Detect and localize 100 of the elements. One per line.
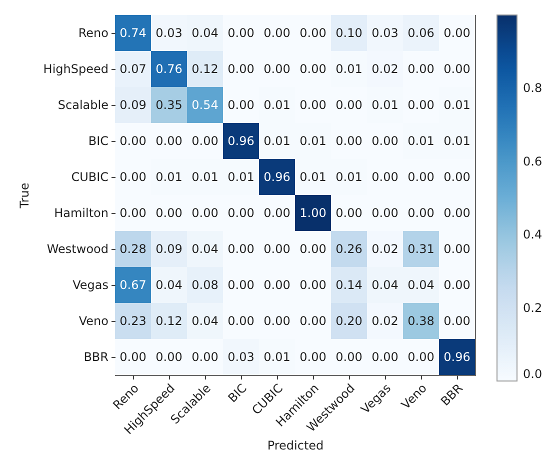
data-label: 0.54 [192,98,218,112]
data-label: 0.00 [300,242,326,256]
y-tick-label: HighSpeed [43,62,108,76]
data-label: 0.01 [192,170,218,184]
data-label: 0.00 [300,98,326,112]
x-axis-title: Predicted [267,438,324,452]
data-label: 0.00 [264,62,290,76]
data-label: 0.04 [156,278,182,292]
data-label: 0.00 [300,26,326,40]
data-label: 0.03 [228,350,254,364]
data-label: 0.00 [444,314,470,328]
data-label: 0.07 [120,62,146,76]
y-tick-label: CUBIC [71,170,108,184]
color-bar-label: 0.6 [523,154,542,168]
data-label: 0.09 [120,98,146,112]
data-label: 0.04 [408,278,434,292]
data-label: 0.00 [228,98,254,112]
data-label: 0.03 [372,26,398,40]
y-tick-label: Veno [78,314,108,328]
data-label: 0.00 [156,206,182,220]
data-label: 0.96 [444,350,470,364]
y-tick-label: Westwood [46,242,108,256]
y-tick-label: BIC [88,134,108,148]
data-label: 0.04 [192,314,218,328]
data-label: 0.08 [192,278,218,292]
data-label: 0.04 [192,242,218,256]
data-label: 0.00 [264,278,290,292]
data-label: 0.00 [336,98,362,112]
data-label: 0.00 [192,350,218,364]
data-label: 0.00 [444,170,470,184]
data-label: 0.26 [336,242,362,256]
y-tick-label: Hamilton [54,206,108,220]
data-label: 0.00 [300,62,326,76]
data-label: 0.01 [444,98,470,112]
data-label: 0.96 [228,134,254,148]
data-label: 0.02 [372,242,398,256]
data-label: 0.09 [156,242,182,256]
data-label: 0.00 [408,206,434,220]
data-label: 0.00 [264,242,290,256]
data-label: 0.00 [120,350,146,364]
data-label: 0.00 [444,26,470,40]
data-label: 0.01 [336,62,362,76]
data-label: 0.00 [120,206,146,220]
data-label: 0.01 [264,350,290,364]
data-label: 0.01 [336,170,362,184]
color-bar-label: 0.0 [523,367,542,381]
data-label: 0.00 [300,278,326,292]
data-label: 0.06 [408,26,434,40]
data-label: 0.96 [264,170,290,184]
data-label: 0.00 [264,314,290,328]
data-label: 0.00 [336,134,362,148]
data-label: 0.76 [156,62,182,76]
data-label: 0.01 [372,98,398,112]
data-label: 0.01 [300,134,326,148]
data-label: 0.00 [264,26,290,40]
data-label: 1.00 [300,206,326,220]
data-label: 0.12 [156,314,182,328]
data-label: 0.01 [264,134,290,148]
data-label: 0.00 [156,350,182,364]
data-label: 0.00 [408,350,434,364]
data-label: 0.01 [156,170,182,184]
y-tick-label: Vegas [72,278,108,292]
data-label: 0.14 [336,278,362,292]
x-tick-label: BIC [225,381,250,406]
data-label: 0.38 [408,314,434,328]
data-label: 0.00 [444,278,470,292]
data-label: 0.01 [228,170,254,184]
data-label: 0.74 [120,26,146,40]
color-bar-label: 0.4 [523,228,542,242]
data-label: 0.00 [372,350,398,364]
data-label: 0.00 [228,26,254,40]
y-tick-label: BBR [84,350,108,364]
data-label: 0.28 [120,242,146,256]
data-label: 0.00 [192,134,218,148]
y-axis-title: True [17,182,32,210]
data-label: 0.00 [156,134,182,148]
data-label: 0.10 [336,26,362,40]
data-label: 0.23 [120,314,146,328]
data-label: 0.04 [192,26,218,40]
data-label: 0.00 [192,206,218,220]
data-label: 0.02 [372,314,398,328]
data-label: 0.00 [300,314,326,328]
data-label: 0.00 [408,170,434,184]
data-label: 0.00 [336,350,362,364]
data-label: 0.20 [336,314,362,328]
data-label: 0.31 [408,242,434,256]
color-bar-label: 0.2 [523,300,542,315]
data-label: 0.04 [372,278,398,292]
data-label: 0.00 [300,350,326,364]
data-label: 0.01 [264,98,290,112]
data-label: 0.00 [336,206,362,220]
data-label: 0.00 [228,278,254,292]
data-label: 0.01 [444,134,470,148]
data-label: 0.67 [120,278,146,292]
data-label: 0.00 [228,62,254,76]
data-label: 0.00 [228,206,254,220]
data-label: 0.02 [372,62,398,76]
data-label: 0.00 [120,134,146,148]
data-label: 0.00 [372,170,398,184]
data-label: 0.01 [408,134,434,148]
